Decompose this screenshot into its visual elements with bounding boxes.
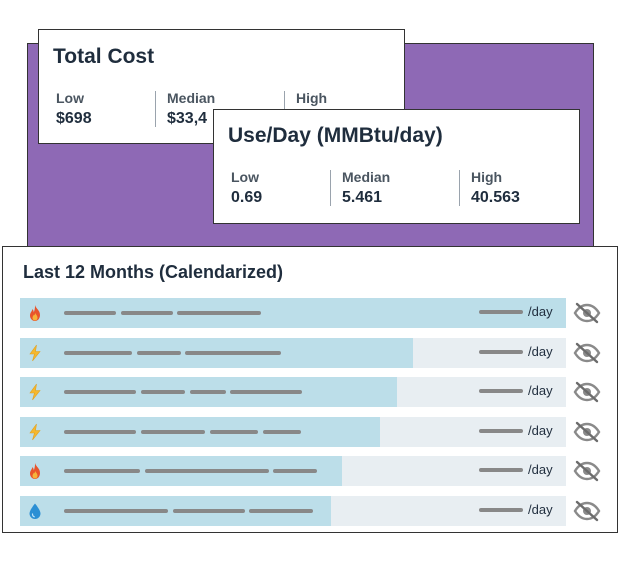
- total-cost-title: Total Cost: [53, 45, 155, 68]
- redacted-text-placeholder: [185, 350, 281, 355]
- hide-eye-icon[interactable]: [572, 459, 602, 483]
- stat-label: Low: [231, 169, 259, 185]
- redacted-text-placeholder: [249, 509, 313, 513]
- stat-label: Low: [56, 90, 84, 106]
- redacted-text-placeholder: [64, 311, 116, 315]
- lightning-icon: [26, 423, 44, 441]
- redacted-rate-placeholder: [479, 508, 523, 512]
- divider: [330, 170, 331, 206]
- per-day-unit: /day: [528, 343, 553, 359]
- use-per-day-title: Use/Day (MMBtu/day): [228, 124, 443, 147]
- flame-icon: [26, 304, 44, 322]
- redacted-text-placeholder: [64, 509, 168, 513]
- hide-eye-icon[interactable]: [572, 499, 602, 523]
- stat-value: $698: [56, 110, 92, 127]
- use-per-day-median: Median 5.461: [342, 169, 390, 207]
- redacted-text-placeholder: [64, 469, 140, 474]
- redacted-text-placeholder: [173, 509, 245, 513]
- divider: [459, 170, 460, 206]
- stat-label: Median: [342, 169, 391, 185]
- stat-value: 0.69: [231, 189, 263, 206]
- redacted-rate-placeholder: [479, 428, 523, 433]
- per-day-unit: /day: [528, 304, 553, 319]
- flame-icon: [26, 462, 44, 480]
- per-day-unit: /day: [528, 502, 553, 517]
- redacted-text-placeholder: [64, 390, 136, 395]
- usage-row: /day: [20, 377, 602, 408]
- redacted-text-placeholder: [121, 311, 173, 315]
- redacted-text-placeholder: [230, 390, 302, 395]
- redacted-text-placeholder: [210, 429, 258, 434]
- total-cost-median: Median $33,4: [167, 90, 215, 128]
- hide-eye-icon[interactable]: [572, 420, 602, 444]
- redacted-text-placeholder: [273, 469, 317, 474]
- stat-value: 40.563: [471, 189, 520, 206]
- redacted-text-placeholder: [263, 429, 301, 434]
- last-12-months-card: Last 12 Months (Calendarized) /day/day/d…: [2, 246, 618, 533]
- redacted-rate-placeholder: [479, 389, 523, 394]
- use-per-day-high: High 40.563: [471, 169, 520, 207]
- last-12-months-title: Last 12 Months (Calendarized): [23, 262, 284, 282]
- redacted-rate-placeholder: [479, 349, 523, 354]
- total-cost-high: High: [296, 90, 327, 110]
- redacted-rate-placeholder: [479, 310, 523, 314]
- usage-row: /day: [20, 298, 602, 328]
- per-day-unit: /day: [528, 462, 553, 478]
- stat-label: Median: [167, 90, 216, 106]
- per-day-unit: /day: [528, 422, 553, 438]
- lightning-icon: [26, 344, 44, 362]
- redacted-text-placeholder: [64, 350, 132, 355]
- hide-eye-icon[interactable]: [572, 301, 602, 325]
- hide-eye-icon[interactable]: [572, 380, 602, 404]
- stat-value: $33,4: [167, 110, 208, 127]
- usage-row: /day: [20, 456, 602, 487]
- stat-label: High: [296, 90, 328, 106]
- per-day-unit: /day: [528, 383, 553, 399]
- redacted-text-placeholder: [141, 390, 185, 395]
- redacted-text-placeholder: [177, 311, 261, 315]
- use-per-day-low: Low 0.69: [231, 169, 262, 207]
- stat-value: 5.461: [342, 189, 383, 206]
- lightning-icon: [26, 383, 44, 401]
- usage-row: /day: [20, 337, 602, 368]
- redacted-rate-placeholder: [479, 468, 523, 473]
- total-cost-low: Low $698: [56, 90, 92, 128]
- redacted-text-placeholder: [190, 390, 226, 395]
- redacted-text-placeholder: [137, 350, 181, 355]
- usage-row: /day: [20, 416, 602, 447]
- usage-row: /day: [20, 496, 602, 526]
- hide-eye-icon[interactable]: [572, 341, 602, 365]
- use-per-day-card: Use/Day (MMBtu/day) Low 0.69 Median 5.46…: [213, 109, 580, 224]
- redacted-text-placeholder: [145, 469, 269, 474]
- redacted-text-placeholder: [64, 429, 136, 434]
- divider: [155, 91, 156, 127]
- redacted-text-placeholder: [141, 429, 205, 434]
- water-drop-icon: [26, 502, 44, 520]
- stat-label: High: [471, 169, 503, 185]
